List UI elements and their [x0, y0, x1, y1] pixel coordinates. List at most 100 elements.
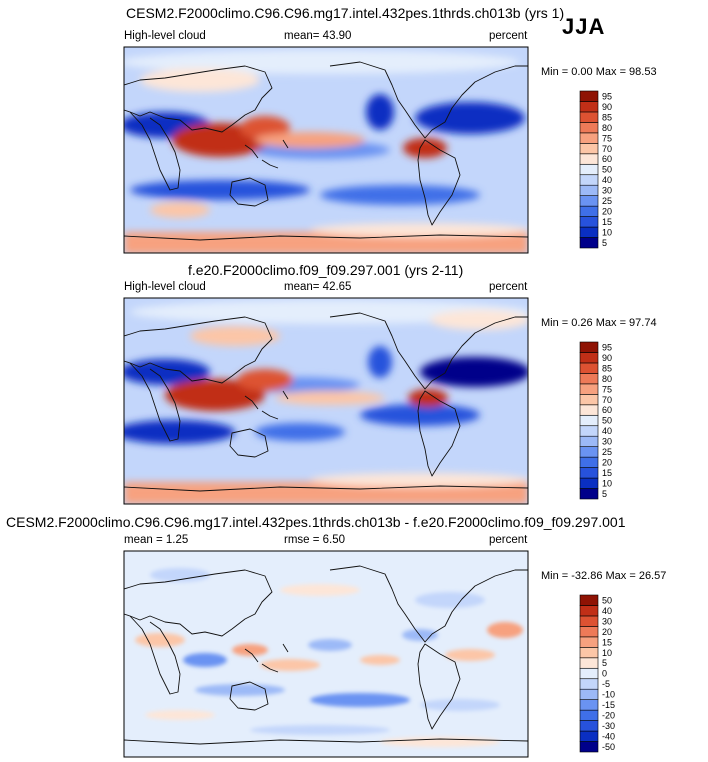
colorbar-3-tick-label: -20	[602, 711, 615, 721]
panel-3-coastlines	[124, 565, 528, 745]
colorbar-3-tick-label: 30	[602, 616, 612, 626]
colorbar-1-swatch	[579, 184, 599, 196]
colorbar-2-tick-label: 95	[602, 342, 612, 352]
colorbar-2-swatch	[579, 414, 599, 427]
colorbar-3-tick-label: 15	[602, 637, 612, 647]
colorbar-1-tick-label: 30	[602, 186, 612, 196]
colorbar-2-tick-label: 90	[602, 353, 612, 363]
colorbar-3-swatch	[579, 720, 599, 732]
colorbar-3-tick-label: -40	[602, 732, 615, 742]
panel-1-title: CESM2.F2000climo.C96.C96.mg17.intel.432p…	[126, 5, 565, 21]
panel-2-variable: High-level cloud	[124, 281, 206, 293]
colorbar-2-swatch	[579, 425, 599, 437]
colorbar-3-tick-label: -10	[602, 690, 615, 700]
colorbar-3-swatch	[579, 626, 599, 638]
colorbar-1-tick-label: 50	[602, 165, 612, 175]
colorbar-1-swatch	[579, 174, 599, 186]
colorbar-1-tick-label: 25	[602, 196, 612, 206]
colorbar-3-swatch	[579, 647, 599, 659]
panel-1-mean: mean= 43.90	[284, 30, 352, 42]
panel-1-coastlines	[124, 61, 528, 241]
colorbar-2-swatch	[579, 404, 599, 416]
colorbar-1-tick-label: 75	[602, 133, 612, 143]
colorbar-1-tick-label: 15	[602, 217, 612, 227]
colorbar-1-tick-label: 70	[602, 144, 612, 154]
colorbar-3-swatch	[579, 667, 599, 680]
colorbar-1-tick-label: 5	[602, 238, 607, 248]
colorbar-3-tick-label: 20	[602, 627, 612, 637]
panel-2-title: f.e20.F2000climo.f09_f09.297.001 (yrs 2-…	[188, 262, 464, 278]
colorbar-1-tick-label: 20	[602, 207, 612, 217]
colorbar-1-swatch	[579, 226, 599, 238]
colorbar-3-swatch	[579, 594, 599, 606]
colorbar-3-tick-label: -50	[602, 742, 615, 752]
colorbar-3-swatch	[579, 657, 599, 669]
colorbar-1-swatch	[579, 132, 599, 144]
colorbar-1-swatch	[579, 195, 599, 207]
colorbar-2-tick-label: 75	[602, 384, 612, 394]
colorbar-1-swatch	[579, 90, 599, 102]
colorbar-3-swatch	[579, 615, 599, 627]
colorbar-2-swatch	[579, 435, 599, 447]
colorbar-1-swatch	[579, 101, 599, 113]
colorbar-2-swatch	[579, 383, 599, 395]
panel-2-mean: mean= 42.65	[284, 281, 352, 293]
panel-2-units: percent	[489, 281, 528, 293]
colorbar-2-swatch	[579, 456, 599, 468]
colorbar-2-tick-label: 85	[602, 363, 612, 373]
colorbar-1-swatch	[579, 111, 599, 123]
colorbar-2-tick-label: 40	[602, 426, 612, 436]
colorbar-2-swatch	[579, 467, 599, 479]
colorbar-3-tick-label: 50	[602, 595, 612, 605]
colorbar-2-tick-label: 30	[602, 437, 612, 447]
colorbar-3-swatch	[579, 688, 599, 700]
season-label: JJA	[562, 14, 606, 39]
colorbar-1-swatch	[579, 122, 599, 134]
colorbar-2-tick-label: 10	[602, 479, 612, 489]
panel-3-units: percent	[489, 534, 528, 546]
colorbar-1-tick-label: 80	[602, 123, 612, 133]
panel-2-coastlines	[124, 312, 528, 492]
colorbar-2-tick-label: 70	[602, 395, 612, 405]
colorbar-2-tick-label: 15	[602, 468, 612, 478]
colorbar-3-swatch	[579, 709, 599, 721]
colorbar-2-tick-label: 25	[602, 447, 612, 457]
colorbar-2-swatch	[579, 341, 599, 353]
panel-3-title: CESM2.F2000climo.C96.C96.mg17.intel.432p…	[6, 514, 626, 530]
colorbar-1-tick-label: 40	[602, 175, 612, 185]
panel-2-map	[123, 297, 529, 505]
colorbar-2-tick-label: 80	[602, 374, 612, 384]
colorbar-3-swatch	[579, 699, 599, 711]
panel-3-map	[123, 550, 529, 758]
colorbar-2-swatch	[579, 446, 599, 458]
panel-1-units: percent	[489, 30, 528, 42]
colorbar-3-tick-label: -30	[602, 721, 615, 731]
colorbar-2-swatch	[579, 394, 599, 406]
colorbar-1-swatch	[579, 216, 599, 228]
colorbar-1-tick-label: 85	[602, 112, 612, 122]
colorbar-2-swatch	[579, 352, 599, 364]
colorbar-3-swatch	[579, 678, 599, 690]
colorbar-3-swatch	[579, 741, 599, 753]
panel-2-minmax: Min = 0.26 Max = 97.74	[541, 317, 657, 329]
panel-1-variable: High-level cloud	[124, 30, 206, 42]
colorbar-1-tick-label: 60	[602, 154, 612, 164]
colorbar-1-swatch	[579, 237, 599, 249]
colorbar-1-tick-label: 90	[602, 102, 612, 112]
panel-1-minmax: Min = 0.00 Max = 98.53	[541, 66, 657, 78]
panel-1-map	[123, 46, 529, 254]
colorbar-3-tick-label: -5	[602, 679, 610, 689]
panel-3-rmse: rmse = 6.50	[284, 534, 346, 546]
colorbar-1-swatch	[579, 143, 599, 155]
colorbar-3-tick-label: 10	[602, 648, 612, 658]
colorbar-1-swatch	[579, 153, 599, 165]
colorbar-1-swatch	[579, 205, 599, 217]
colorbar-2-tick-label: 5	[602, 489, 607, 499]
colorbar-2-swatch	[579, 477, 599, 489]
colorbar-2-tick-label: 20	[602, 458, 612, 468]
colorbar-3-tick-label: 0	[602, 669, 607, 679]
